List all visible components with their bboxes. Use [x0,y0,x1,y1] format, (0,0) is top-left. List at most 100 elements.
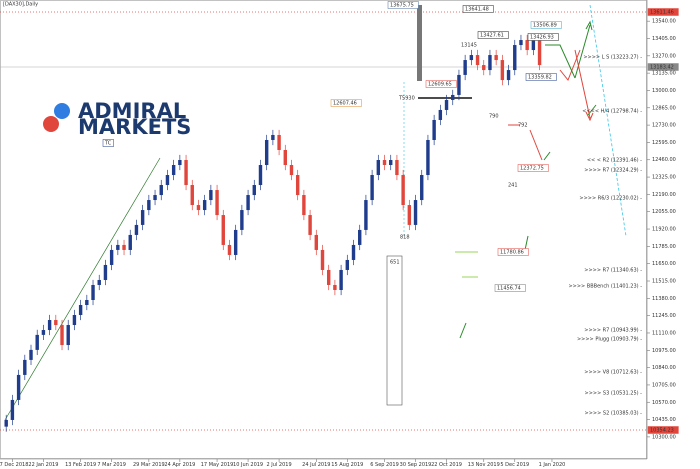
candle-body [475,55,480,66]
plot-frame [0,0,647,459]
y-tick-label: 10705.00 [652,382,676,388]
annotation: 12607.46 [333,101,357,107]
candle-body [358,229,362,245]
logo-dot [54,103,70,119]
annotation-box [477,31,509,39]
x-tick-label: 15 Aug 2019 [331,462,363,468]
logo-text: MARKETS [78,115,191,139]
candle-body [4,419,8,427]
candle-body [506,70,511,81]
trend-line [4,157,161,421]
candle-body [116,244,120,250]
annotation: 12609.65 [428,82,452,88]
candle-body [184,160,188,186]
arrow [543,151,551,161]
level-label: >>>> R7 (11340.63) - [584,268,642,274]
gray-bar [417,5,422,81]
candle-body [221,215,225,245]
candle-body [147,200,151,211]
y-tick-label: 11785.00 [652,244,676,250]
candle-body [289,165,294,176]
candle-body [413,200,418,225]
y-tick-label: 13000.00 [652,88,676,94]
annotation-box [497,248,529,256]
candle-body [389,160,393,166]
candle-body [122,244,126,250]
y-tick-label: 12595.00 [652,140,676,146]
arrow [545,44,576,79]
x-tick-label: 30 Sep 2019 [400,462,432,468]
annotation: 13426.93 [530,35,554,41]
candle-body [320,249,325,270]
x-tick-label: 17 May 2019 [201,462,234,468]
candle-body [432,119,436,140]
candle-body [252,185,256,196]
y-tick-label: 10975.00 [652,348,676,354]
level-label: >>>> S3 (10531.25) - [585,391,643,397]
annotation: 790 [489,114,499,120]
x-tick-label: 7 Mar 2019 [97,462,126,468]
candle-body [401,175,405,206]
candle-body [41,330,46,335]
annotation: TC [104,141,112,147]
candle-body [314,234,319,250]
annotation: 12372.75 [520,166,544,172]
annotation: 651 [390,260,400,266]
candle-body [463,60,467,75]
arrow [529,129,543,161]
x-tick-label: 22 Jan 2019 [28,462,58,468]
y-tick-label: 13405.00 [652,36,676,42]
x-tick-label: 10 Jun 2019 [233,462,263,468]
candle-body [215,190,219,216]
annotation: 13359.82 [528,75,552,81]
candle-body [333,284,337,290]
x-tick-label: 5 Dec 2019 [500,462,529,468]
candle-body [153,195,157,201]
candle-body [469,55,474,61]
candle-body [16,374,21,400]
annotation: 13611.46 [650,10,674,16]
candle-body [134,224,139,235]
candle-body [72,315,77,326]
y-tick-label: 11245.00 [652,313,676,319]
arrow [574,20,593,79]
annotation: 792 [518,123,528,129]
candle-body [271,134,275,140]
candle-body [531,40,536,51]
x-tick-label: 27 Dec 2018 [0,462,28,468]
candle-body [196,205,201,211]
level-label: >>>> Plugg (10903.79) - [577,337,642,343]
logo-text: ADMIRAL [78,99,186,123]
annotation-box [330,99,362,107]
y-tick-label: 12055.00 [652,209,676,215]
annotation-box [530,21,562,29]
candle-body [91,284,95,300]
candle-body [482,65,486,71]
annotation: T5930 [398,96,415,102]
annotation: 13641.48 [465,7,489,13]
y-tick-label: 12865.00 [652,105,676,111]
y-tick-label: 13540.00 [652,19,676,25]
logo-dot [43,116,59,132]
candle-body [66,325,70,346]
candle-body [190,185,194,206]
x-tick-label: 1 Jan 2020 [539,462,566,468]
candle-body [494,55,498,61]
candle-body [326,269,331,285]
x-tick-label: 2 Jul 2019 [267,462,292,468]
level-label: <<<< H/4 (12798.74) - [582,109,642,115]
level-label: << < R2 (12391.46) - [587,158,642,164]
level-label: >>>> V8 (10712.63) - [584,370,642,376]
candle-body [240,210,244,230]
candle-body [264,139,269,166]
x-tick-label: 29 Mar 2019 [133,462,165,468]
y-tick-label: 10570.00 [652,400,676,406]
annotation-box [462,5,494,13]
arrow [574,49,594,122]
candle-body [60,325,64,346]
y-tick-label: 10840.00 [652,365,676,371]
candle-body [308,215,312,235]
y-tick-label: 12460.00 [652,157,676,163]
y-tick-label: 13135.00 [652,71,676,77]
